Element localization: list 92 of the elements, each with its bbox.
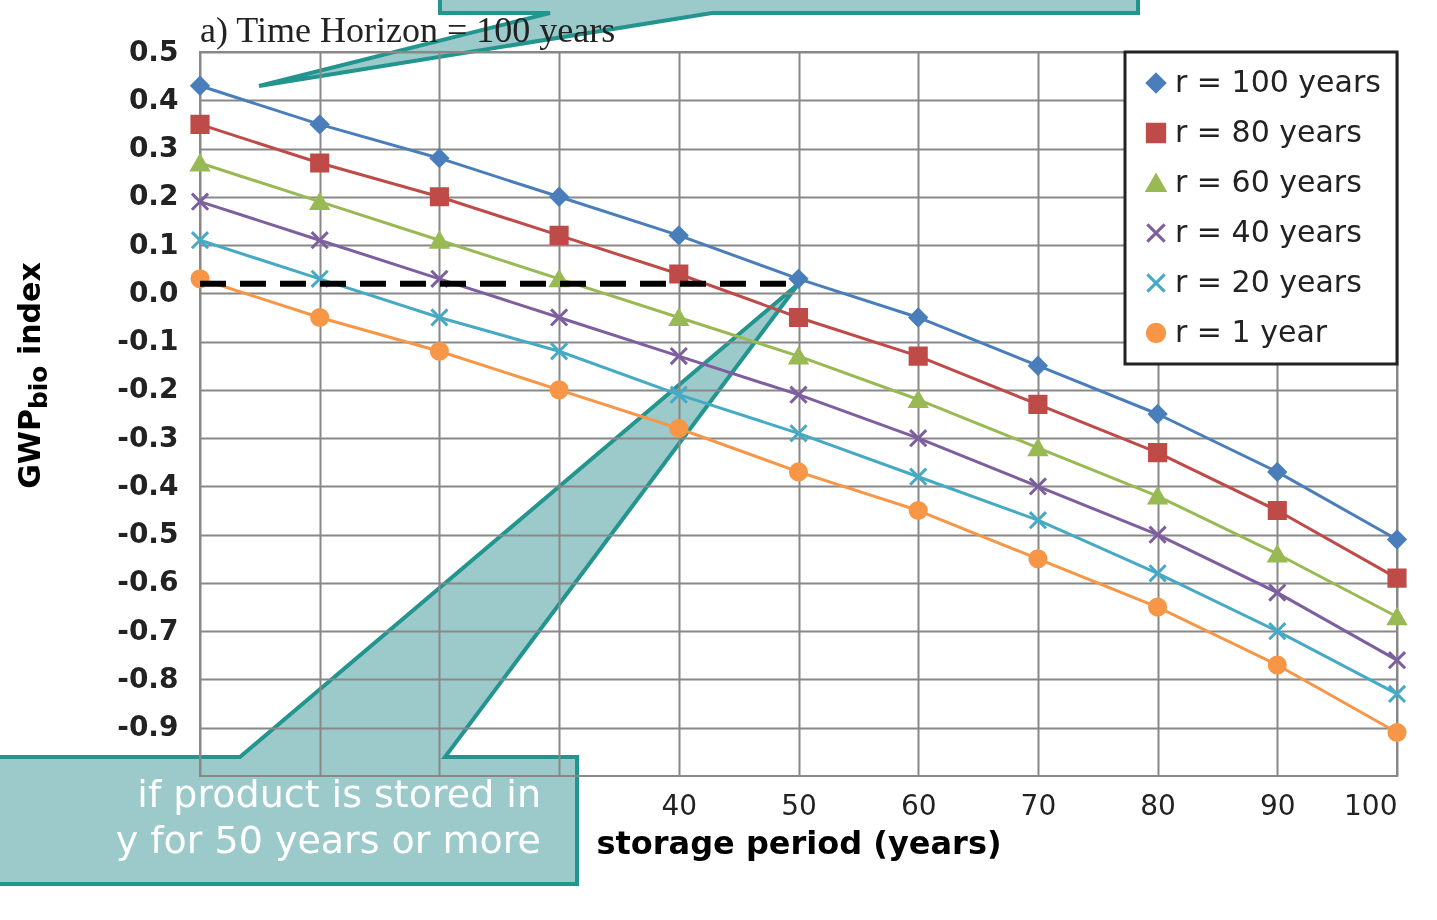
point	[310, 114, 330, 134]
legend-label: r = 40 years	[1175, 214, 1362, 249]
point	[788, 347, 809, 365]
point	[429, 148, 449, 168]
point	[669, 385, 689, 405]
point	[310, 153, 330, 173]
point	[1148, 563, 1168, 583]
point	[788, 423, 809, 443]
point	[429, 341, 449, 361]
point	[908, 391, 928, 408]
x-tick-label: 60	[900, 788, 937, 822]
point	[549, 225, 569, 245]
point	[190, 192, 210, 212]
point	[908, 346, 928, 366]
legend-label: r = 1 year	[1175, 314, 1328, 349]
y-tick-label: -0.1	[117, 324, 179, 358]
x-tick-label: 50	[781, 788, 817, 822]
point	[1387, 684, 1407, 704]
y-tick-label: 0.5	[128, 34, 179, 68]
point	[669, 418, 689, 439]
point	[669, 308, 689, 326]
point	[1387, 723, 1407, 743]
legend-label: r = 100 years	[1175, 64, 1381, 99]
point	[429, 307, 449, 328]
y-tick-label: 0.3	[128, 131, 179, 165]
point	[310, 193, 330, 211]
point	[310, 230, 330, 250]
point	[908, 467, 928, 487]
point	[190, 76, 210, 96]
point	[429, 187, 449, 207]
point	[1387, 529, 1407, 550]
point	[669, 346, 689, 366]
y-tick-label: 0.0	[128, 275, 179, 309]
point	[549, 341, 569, 361]
point	[190, 230, 210, 250]
y-tick-label: 0.4	[128, 82, 179, 116]
point	[788, 462, 809, 482]
point	[908, 500, 928, 521]
point	[1387, 650, 1407, 670]
point	[669, 225, 689, 245]
y-tick-label: -0.6	[117, 565, 179, 599]
point	[788, 307, 809, 328]
point	[908, 307, 928, 328]
point	[1028, 549, 1048, 569]
legend-label: r = 20 years	[1175, 264, 1362, 299]
annotation: if product is stored in y for 50 years or more	[115, 772, 541, 862]
x-tick-label: 70	[1020, 788, 1057, 822]
y-tick-label: 0.1	[128, 227, 179, 261]
point	[1148, 597, 1168, 617]
point	[549, 307, 569, 328]
y-tick-label: -0.5	[117, 517, 179, 551]
point	[908, 428, 928, 448]
point	[1267, 545, 1287, 563]
y-tick-label: -0.3	[117, 420, 179, 454]
point	[788, 269, 809, 289]
point	[190, 114, 210, 134]
y-tick-label: -0.7	[117, 613, 179, 647]
point	[1387, 568, 1407, 588]
y-tick-label: -0.2	[117, 372, 179, 406]
y-tick-label: 0.2	[128, 179, 179, 213]
legend-label: r = 80 years	[1175, 114, 1362, 149]
point	[1387, 608, 1407, 626]
point	[1267, 655, 1287, 675]
y-tick-label: -0.4	[117, 468, 179, 502]
point	[1028, 439, 1048, 457]
x-tick-label: 100	[1344, 788, 1398, 822]
point	[1028, 394, 1048, 414]
x-tick-label: 40	[661, 788, 698, 822]
point	[788, 385, 809, 405]
legend-label: r = 60 years	[1175, 164, 1362, 199]
point	[1148, 525, 1168, 545]
point	[1267, 462, 1287, 482]
point	[1028, 476, 1048, 496]
x-tick-label: 90	[1259, 788, 1296, 822]
point	[1028, 356, 1048, 376]
point	[1267, 500, 1287, 521]
point	[549, 187, 569, 207]
point	[1267, 621, 1287, 641]
y-tick-label: -0.8	[117, 661, 179, 695]
point	[429, 231, 449, 249]
x-tick-label: 80	[1140, 788, 1176, 822]
point	[310, 307, 330, 328]
point	[1148, 443, 1168, 463]
y-tick-label: -0.9	[117, 710, 179, 744]
x-axis-title: storage period (years)	[596, 823, 1002, 862]
point	[1267, 583, 1287, 603]
point	[669, 264, 689, 284]
point	[1148, 404, 1168, 424]
point	[1148, 487, 1168, 505]
point	[1028, 510, 1048, 530]
point	[190, 154, 210, 172]
point	[549, 380, 569, 400]
